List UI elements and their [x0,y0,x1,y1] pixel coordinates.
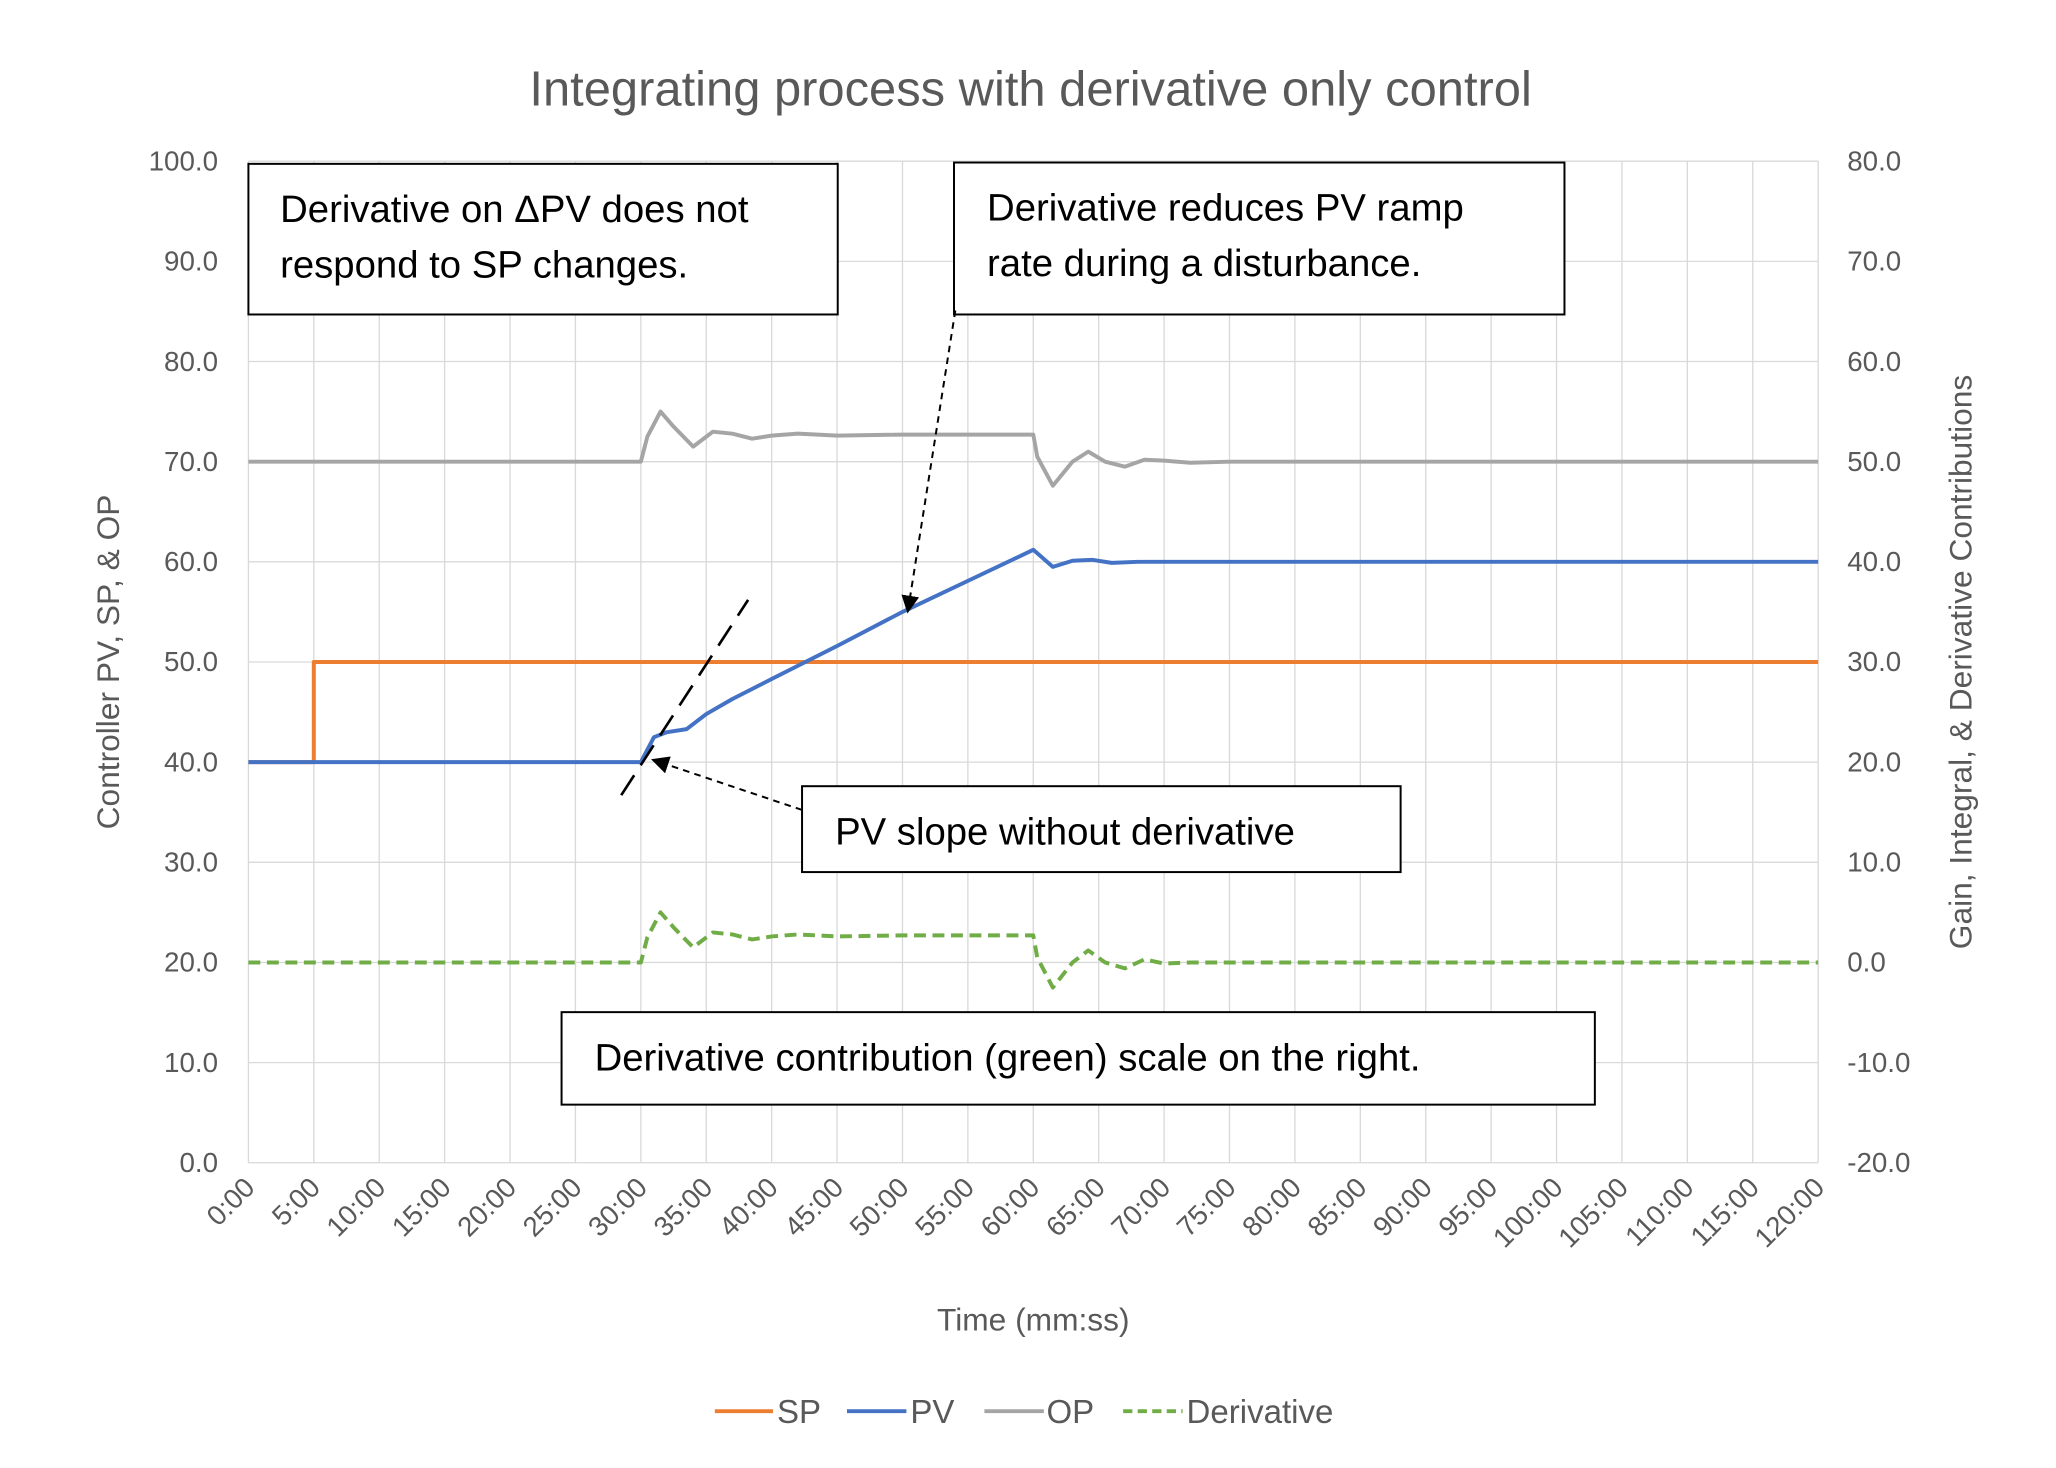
legend-item-sp: SP [714,1393,821,1430]
y-tick-label: 90.0 [164,246,218,277]
svg-text:PV: PV [910,1393,954,1430]
x-axis-title: Time (mm:ss) [937,1302,1130,1338]
pv-slope-reference-line [620,599,750,796]
y-tick-label: 10.0 [164,1047,218,1078]
y2-tick-label: 10.0 [1847,847,1901,878]
x-axis-ticks: 0:00 5:0010:0015:0020:0025:0030:0035:0040… [200,1172,1830,1254]
series-line-op [248,409,1819,488]
x-tick-label: 65:00 [1040,1172,1111,1243]
svg-text:Derivative contribution (green: Derivative contribution (green) scale on… [595,1036,1421,1079]
x-tick-label: 115:00 [1684,1172,1764,1252]
x-tick-label: 35:00 [647,1172,718,1243]
x-tick-label: 70:00 [1105,1172,1176,1243]
y-axis-right-ticks: -20.0 -10.0 0.0 10.0 20.0 30.0 40.0 50.0 60.0 70.… [1847,145,1910,1178]
y2-tick-label: 0.0 [1847,947,1886,978]
svg-text:respond to SP changes.: respond to SP changes. [280,243,688,286]
y-axis-left-ticks: 0.0 10.0 20.0 30.0 40.0 50.0 60.0 70.0 80.0 90.0 1… [149,145,218,1178]
x-tick-label: 10:00 [320,1172,391,1243]
y-tick-label: 0.0 [179,1147,218,1178]
svg-text:Derivative: Derivative [1187,1393,1334,1430]
y-tick-label: 20.0 [164,947,218,978]
y2-tick-label: 30.0 [1847,646,1901,677]
y2-tick-label: 60.0 [1847,346,1901,377]
annotation-derivative-scale: Derivative contribution (green) scale on… [560,1011,1596,1106]
y-tick-label: 60.0 [164,546,218,577]
y-tick-label: 80.0 [164,346,218,377]
y2-tick-label: 80.0 [1847,145,1901,176]
x-tick-label: 20:00 [451,1172,522,1243]
y2-tick-label: 70.0 [1847,246,1901,277]
x-tick-label: 85:00 [1301,1172,1372,1243]
svg-text:SP: SP [777,1393,821,1430]
y2-tick-label: -10.0 [1847,1047,1910,1078]
annotation-pv-slope: PV slope without derivative [801,785,1402,874]
x-tick-label: 40:00 [713,1172,784,1243]
x-tick-label: 30:00 [582,1172,653,1243]
x-tick-label: 120:00 [1748,1172,1830,1254]
y2-tick-label: -20.0 [1847,1147,1910,1178]
legend: SP PV OP Derivative [714,1393,1333,1430]
y-tick-label: 50.0 [164,646,218,677]
svg-text:Derivative reduces PV ramp: Derivative reduces PV ramp [987,187,1464,230]
y-tick-label: 70.0 [164,446,218,477]
x-tick-label: 55:00 [909,1172,980,1243]
x-tick-label: 50:00 [844,1172,915,1243]
x-tick-label: 75:00 [1171,1172,1242,1243]
svg-text:rate during a disturbance.: rate during a disturbance. [987,242,1421,285]
x-tick-label: 5:00 [266,1172,326,1232]
x-tick-label: 60:00 [974,1172,1045,1243]
svg-text:Derivative on ΔPV does not: Derivative on ΔPV does not [280,188,749,231]
x-tick-label: 0:00 [200,1172,260,1232]
annotation-sp-changes: Derivative on ΔPV does not respond to SP… [247,162,839,316]
x-tick-label: 25:00 [517,1172,588,1243]
svg-text:OP: OP [1046,1393,1094,1430]
x-tick-label: 100:00 [1487,1172,1569,1254]
legend-item-derivative: Derivative [1123,1393,1333,1430]
annotation-arrow-ramp [901,310,957,614]
svg-text:PV slope without derivative: PV slope without derivative [835,810,1295,853]
y-tick-label: 100.0 [149,145,218,176]
chart-title: Integrating process with derivative only… [529,63,1531,117]
x-tick-label: 45:00 [778,1172,849,1243]
annotation-arrow-slope [651,756,803,811]
y-axis-title: Controller PV, SP, & OP [90,495,126,830]
x-tick-label: 15:00 [386,1172,457,1243]
y-tick-label: 30.0 [164,847,218,878]
y2-axis-title: Gain, Integral, & Derivative Contributio… [1942,375,1978,949]
x-tick-label: 110:00 [1619,1172,1699,1252]
legend-item-pv: PV [846,1393,954,1430]
legend-item-op: OP [984,1393,1094,1430]
y-tick-label: 40.0 [164,746,218,777]
x-tick-label: 90:00 [1367,1172,1438,1243]
y2-tick-label: 50.0 [1847,446,1901,477]
series-line-derivative [248,910,1819,990]
y2-tick-label: 40.0 [1847,546,1901,577]
x-tick-label: 80:00 [1236,1172,1307,1243]
x-tick-label: 105:00 [1552,1172,1634,1254]
y2-tick-label: 20.0 [1847,746,1901,777]
annotation-ramp-rate: Derivative reduces PV ramp rate during a… [953,161,1566,316]
